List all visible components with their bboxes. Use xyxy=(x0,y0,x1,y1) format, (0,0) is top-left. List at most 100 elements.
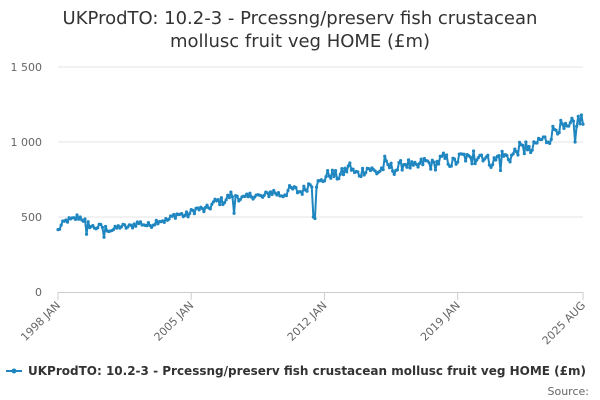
data-point[interactable] xyxy=(205,203,209,207)
data-point[interactable] xyxy=(186,215,190,219)
data-point[interactable] xyxy=(230,195,235,199)
data-point[interactable] xyxy=(227,196,231,200)
data-point[interactable] xyxy=(232,211,236,215)
data-point[interactable] xyxy=(579,113,584,117)
data-point[interactable] xyxy=(313,216,317,221)
data-point[interactable] xyxy=(197,208,201,212)
data-point[interactable] xyxy=(291,187,295,191)
data-point[interactable] xyxy=(162,220,166,224)
data-point[interactable] xyxy=(373,169,377,173)
data-point[interactable] xyxy=(406,158,411,162)
data-point[interactable] xyxy=(437,162,441,166)
data-point[interactable] xyxy=(218,203,222,207)
data-point[interactable] xyxy=(576,114,580,118)
data-point[interactable] xyxy=(429,167,433,171)
data-point[interactable] xyxy=(224,198,228,202)
data-point[interactable] xyxy=(129,223,133,227)
data-point[interactable] xyxy=(500,149,504,153)
data-point[interactable] xyxy=(130,226,135,230)
data-point[interactable] xyxy=(470,162,474,166)
data-point[interactable] xyxy=(530,148,534,152)
data-point[interactable] xyxy=(96,226,100,230)
data-point[interactable] xyxy=(473,162,477,166)
data-point[interactable] xyxy=(416,165,420,169)
data-point[interactable] xyxy=(378,169,382,173)
data-point[interactable] xyxy=(100,225,105,229)
data-point[interactable] xyxy=(543,135,547,139)
data-point[interactable] xyxy=(102,235,106,239)
data-point[interactable] xyxy=(505,153,509,158)
data-point[interactable] xyxy=(86,220,90,224)
data-point[interactable] xyxy=(573,140,577,144)
data-point[interactable] xyxy=(435,159,439,163)
data-point[interactable] xyxy=(238,197,242,201)
data-point[interactable] xyxy=(433,168,438,172)
data-point[interactable] xyxy=(65,220,70,224)
data-point[interactable] xyxy=(235,194,239,198)
data-point[interactable] xyxy=(432,160,436,164)
data-point[interactable] xyxy=(411,163,415,167)
data-point[interactable] xyxy=(146,221,151,225)
data-point[interactable] xyxy=(529,150,533,155)
data-point[interactable] xyxy=(492,156,496,160)
data-point[interactable] xyxy=(91,223,95,228)
data-point[interactable] xyxy=(310,185,314,189)
data-point[interactable] xyxy=(188,211,192,216)
data-point[interactable] xyxy=(568,121,572,125)
data-point[interactable] xyxy=(364,171,368,175)
data-point[interactable] xyxy=(384,159,388,163)
data-point[interactable] xyxy=(343,166,347,170)
data-point[interactable] xyxy=(414,162,419,166)
data-point[interactable] xyxy=(145,224,149,228)
data-point[interactable] xyxy=(441,151,446,155)
data-point[interactable] xyxy=(527,144,531,149)
data-point[interactable] xyxy=(489,165,493,170)
data-point[interactable] xyxy=(548,141,552,146)
data-point[interactable] xyxy=(77,217,81,221)
data-point[interactable] xyxy=(400,168,404,172)
data-point[interactable] xyxy=(405,165,409,169)
data-point[interactable] xyxy=(73,217,78,221)
data-point[interactable] xyxy=(132,222,136,226)
data-point[interactable] xyxy=(246,195,250,199)
data-point[interactable] xyxy=(560,122,564,126)
data-point[interactable] xyxy=(475,158,479,162)
data-point[interactable] xyxy=(514,150,518,154)
data-point[interactable] xyxy=(471,149,476,153)
data-point[interactable] xyxy=(462,152,466,156)
data-point[interactable] xyxy=(211,200,216,204)
data-point[interactable] xyxy=(81,219,85,223)
data-point[interactable] xyxy=(389,161,393,165)
data-point[interactable] xyxy=(111,227,116,232)
legend[interactable]: UKProdTO: 10.2-3 - Prcessng/preserv fish… xyxy=(6,364,586,378)
data-point[interactable] xyxy=(427,161,431,165)
data-point[interactable] xyxy=(540,137,544,142)
data-point[interactable] xyxy=(418,161,422,165)
data-point[interactable] xyxy=(578,122,582,126)
data-point[interactable] xyxy=(245,192,249,196)
data-point[interactable] xyxy=(486,153,490,157)
data-point[interactable] xyxy=(115,226,119,230)
data-point[interactable] xyxy=(498,168,503,173)
data-point[interactable] xyxy=(84,232,89,236)
data-point[interactable] xyxy=(308,183,312,187)
data-point[interactable] xyxy=(173,216,177,220)
data-point[interactable] xyxy=(203,205,208,210)
data-point[interactable] xyxy=(172,212,176,217)
data-point[interactable] xyxy=(383,154,387,158)
data-point[interactable] xyxy=(330,168,334,172)
data-point[interactable] xyxy=(192,212,196,216)
data-point[interactable] xyxy=(506,158,511,162)
data-point[interactable] xyxy=(116,224,120,228)
data-point[interactable] xyxy=(284,194,288,198)
data-point[interactable] xyxy=(521,143,525,147)
data-point[interactable] xyxy=(563,121,568,125)
data-point[interactable] xyxy=(490,163,495,167)
data-point[interactable] xyxy=(524,140,528,144)
data-point[interactable] xyxy=(208,207,212,211)
data-point[interactable] xyxy=(449,164,453,168)
data-point[interactable] xyxy=(267,194,271,199)
data-point[interactable] xyxy=(356,170,360,174)
data-point[interactable] xyxy=(581,122,585,126)
data-point[interactable] xyxy=(381,167,385,172)
